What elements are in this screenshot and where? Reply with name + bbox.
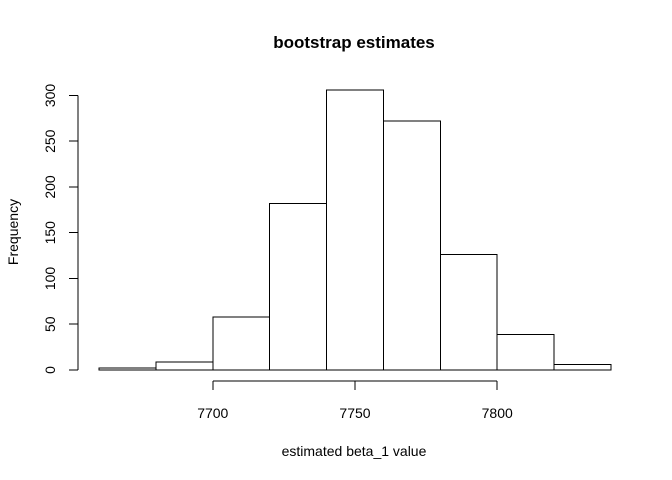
y-axis-tick-label-5: 250 <box>42 129 58 153</box>
y-axis-tick-label-1: 50 <box>42 316 58 332</box>
y-axis-tick-label-2: 100 <box>42 267 58 291</box>
chart-title: bootstrap estimates <box>273 33 435 52</box>
histogram-bars <box>98 89 612 371</box>
y-axis-label: Frequency <box>5 199 21 265</box>
histogram-bar-3 <box>269 203 328 371</box>
y-axis-tick-label-6: 300 <box>42 84 58 108</box>
histogram-bar-4 <box>326 89 385 371</box>
histogram-bar-1 <box>155 361 214 371</box>
histogram-bar-7 <box>496 333 555 371</box>
y-axis-tick-label-3: 150 <box>42 221 58 245</box>
x-axis-tick-label-1: 7750 <box>339 405 370 421</box>
y-axis-tick-label-4: 200 <box>42 175 58 199</box>
x-axis: 7700 7750 7800 <box>197 380 513 421</box>
histogram-bar-6 <box>439 254 498 371</box>
y-axis: 0 50 100 150 200 250 300 <box>42 84 79 374</box>
histogram-bar-5 <box>382 120 441 371</box>
x-axis-tick-label-2: 7800 <box>482 405 513 421</box>
x-axis-label: estimated beta_1 value <box>282 443 427 459</box>
histogram-bar-0 <box>98 367 157 371</box>
y-axis-tick-label-0: 0 <box>42 366 58 374</box>
x-axis-tick-label-0: 7700 <box>197 405 228 421</box>
histogram-bar-8 <box>553 364 612 371</box>
histogram-bar-2 <box>212 316 271 371</box>
